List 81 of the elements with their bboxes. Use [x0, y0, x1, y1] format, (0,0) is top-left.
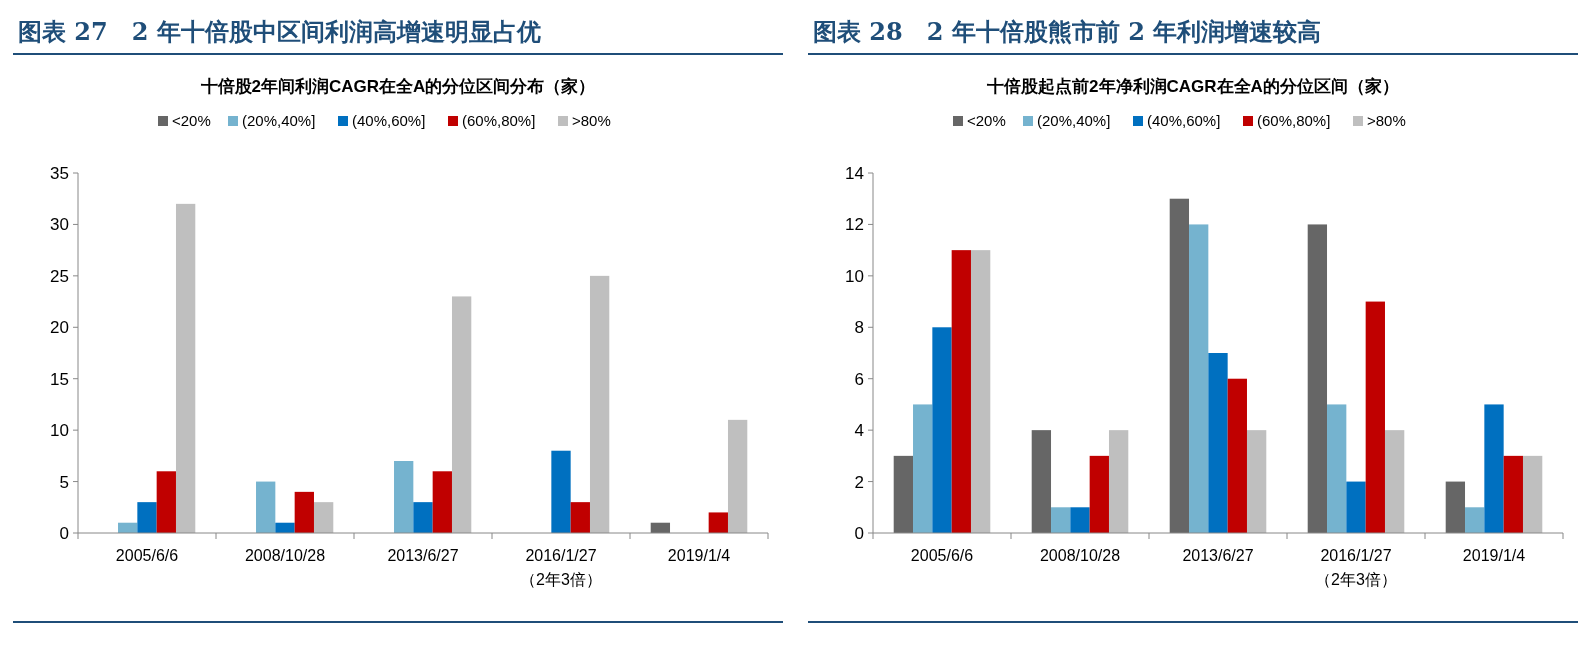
y-tick-label: 20 [50, 318, 69, 338]
y-tick-label: 2 [854, 472, 864, 492]
bar [708, 512, 728, 533]
bar [1384, 430, 1405, 533]
bar [432, 471, 452, 533]
bar [451, 296, 472, 533]
bar [970, 250, 991, 533]
x-tick-label: 2019/1/4 [667, 547, 731, 564]
bar [313, 502, 334, 533]
y-tick-label: 12 [845, 215, 864, 235]
chart-title: 图表 28 2 年十倍股熊市前 2 年利润增速较高 [813, 17, 1322, 46]
bar [1307, 224, 1328, 533]
legend-label: <20% [172, 112, 211, 129]
y-tick-label: 35 [50, 163, 69, 183]
y-tick-label: 6 [854, 369, 864, 389]
bar [951, 250, 971, 533]
bar [1246, 430, 1267, 533]
legend-label: (40%,60%] [352, 112, 426, 129]
legend-label: >80% [1367, 112, 1406, 129]
bar [1227, 378, 1247, 533]
y-tick-label: 4 [854, 421, 864, 441]
y-tick-label: 25 [50, 266, 69, 286]
x-tick-label: 2005/6/6 [115, 547, 179, 564]
bar [1208, 353, 1228, 533]
bar [932, 327, 952, 533]
x-tick-label: 2016/1/27 （2年3倍） [520, 547, 602, 588]
y-tick-label: 0 [854, 523, 864, 543]
legend-label: (60%,80%] [462, 112, 536, 129]
y-tick-label: 14 [845, 163, 864, 183]
x-tick-label: 2013/6/27 [387, 547, 459, 564]
bar [1089, 455, 1109, 533]
x-tick-label: 2008/10/28 [1039, 547, 1121, 564]
bar [1108, 430, 1129, 533]
bar [256, 481, 276, 533]
legend-label: (40%,60%] [1147, 112, 1221, 129]
bar [1484, 404, 1504, 533]
bar [893, 455, 914, 533]
legend-label: >80% [572, 112, 611, 129]
bar [589, 275, 610, 533]
bar [1031, 430, 1052, 533]
bar [156, 471, 176, 533]
y-tick-label: 10 [50, 421, 69, 441]
bar [294, 491, 314, 533]
bar [570, 502, 590, 533]
chart-title: 图表 27 2 年十倍股中区间利润高增速明显占优 [18, 17, 541, 46]
x-tick-label: 2013/6/27 [1182, 547, 1254, 564]
y-tick-label: 8 [854, 318, 864, 338]
x-tick-label: 2019/1/4 [1462, 547, 1526, 564]
bar [1070, 507, 1090, 533]
bar [1327, 404, 1347, 533]
bar [1346, 481, 1366, 533]
bar [394, 461, 414, 533]
bar [275, 522, 295, 533]
chart-subtitle: 十倍股2年间利润CAGR在全A的分位区间分布（家） [199, 77, 596, 96]
bar [1503, 455, 1523, 533]
bar [1051, 507, 1071, 533]
chart-subtitle: 十倍股起点前2年净利润CAGR在全A的分位区间（家） [986, 77, 1399, 96]
y-tick-label: 30 [50, 215, 69, 235]
bar [137, 502, 157, 533]
bar [1445, 481, 1466, 533]
bar [727, 419, 748, 533]
bar [413, 502, 433, 533]
x-tick-label: 2016/1/27 （2年3倍） [1315, 547, 1397, 588]
bar [1189, 224, 1209, 533]
bar [913, 404, 933, 533]
bar [551, 450, 571, 533]
y-tick-label: 15 [50, 369, 69, 389]
bar [175, 203, 196, 533]
legend-label: <20% [967, 112, 1006, 129]
y-tick-label: 0 [59, 523, 69, 543]
y-tick-label: 10 [845, 266, 864, 286]
y-tick-label: 5 [59, 472, 69, 492]
bar [1522, 455, 1543, 533]
legend-label: (20%,40%] [242, 112, 316, 129]
x-tick-label: 2005/6/6 [910, 547, 974, 564]
bar [1465, 507, 1485, 533]
bar [1365, 301, 1385, 533]
legend-label: (20%,40%] [1037, 112, 1111, 129]
x-tick-label: 2008/10/28 [244, 547, 326, 564]
legend-label: (60%,80%] [1257, 112, 1331, 129]
bar [1169, 198, 1190, 533]
